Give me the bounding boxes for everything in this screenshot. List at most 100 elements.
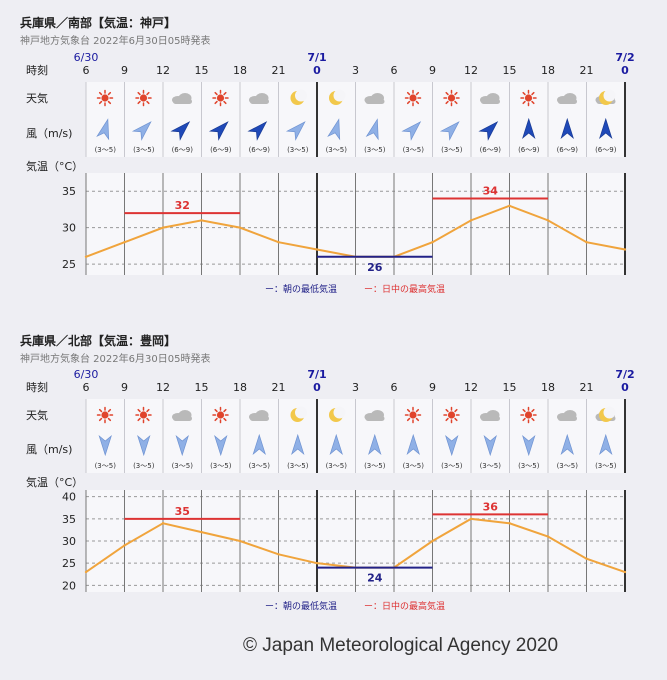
hour-label: 9 — [429, 64, 436, 77]
cloud-icon — [557, 410, 577, 421]
temperature-point — [238, 226, 242, 229]
wind-speed-label: (6〜9) — [480, 146, 502, 154]
moon-icon — [599, 89, 616, 105]
temperature-point — [161, 522, 165, 525]
wind-arrow-shape — [560, 117, 574, 140]
temperature-point — [123, 544, 126, 547]
hour-label: 6 — [83, 64, 90, 77]
temperature-point — [84, 255, 88, 258]
sun-core — [409, 411, 417, 419]
temperature-point — [546, 535, 550, 538]
wind-speed-label: (3〜5) — [287, 462, 309, 470]
sun-ray — [406, 408, 411, 413]
cloud-icon — [557, 93, 577, 104]
hour-label: 6 — [391, 381, 398, 394]
sun-ray — [137, 408, 141, 413]
sun-ray — [146, 100, 150, 105]
wind-arrow-shape — [599, 117, 613, 140]
hour-label: 0 — [313, 64, 321, 77]
wind-speed-label: (3〜5) — [172, 462, 194, 470]
sun-core — [447, 411, 456, 419]
wind-speed-label: (3〜5) — [403, 462, 425, 470]
sun-ray — [445, 100, 449, 105]
temperature-point — [315, 248, 319, 251]
sun-ray — [445, 417, 449, 422]
sun-core — [524, 411, 533, 419]
hour-label: 21 — [272, 64, 286, 77]
wind-arrow-shape — [98, 434, 112, 457]
cloud-icon — [249, 93, 269, 104]
temperature-point — [315, 561, 319, 565]
temperature-point — [200, 219, 203, 222]
temperature-point — [469, 517, 473, 521]
wind-arrow-shape — [560, 433, 574, 456]
wind-arrow-icon — [406, 433, 420, 456]
hour-label: 9 — [121, 64, 128, 77]
cloud-base — [481, 416, 500, 421]
wind-speed-label: (3〜5) — [249, 462, 271, 470]
temperature-point — [277, 553, 280, 556]
wind-arrow-shape — [478, 121, 499, 141]
wind-arrow-shape — [439, 121, 460, 141]
wind-speed-label: (3〜5) — [403, 146, 425, 154]
hour-label: 9 — [429, 381, 436, 394]
wind-arrow-icon — [131, 121, 152, 141]
wind-arrow-icon — [560, 433, 574, 456]
temperature-point — [161, 226, 165, 229]
row-label-wind: 風（m/s) — [26, 443, 72, 456]
hour-label: 12 — [464, 381, 478, 394]
wind-arrow-icon — [522, 117, 536, 140]
wind-arrow-icon — [439, 121, 460, 141]
sun-ray — [214, 417, 218, 422]
temperature-point — [623, 570, 627, 574]
cloud-icon — [480, 410, 500, 421]
sun-ray — [406, 91, 411, 96]
wind-arrow-shape — [522, 117, 536, 140]
sun-ray — [146, 91, 150, 96]
wind-speed-label: (3〜5) — [364, 462, 386, 470]
cloud-base — [173, 416, 192, 421]
hour-label: 3 — [352, 381, 359, 394]
sun-icon — [404, 406, 422, 424]
legend-min: ー：朝の最低気温 — [265, 600, 337, 612]
wind-arrow-shape — [599, 433, 613, 456]
sun-ray — [98, 100, 103, 105]
cloud-icon — [172, 410, 192, 421]
sun-ray — [522, 417, 526, 422]
temperature-point — [200, 530, 203, 534]
sun-ray — [415, 91, 420, 96]
sun-ray — [98, 408, 103, 413]
min-temp-label: 26 — [367, 261, 383, 274]
cloud-icon — [364, 410, 385, 421]
cloud-base — [250, 99, 269, 104]
wind-arrow-shape — [445, 434, 459, 457]
sun-core — [101, 411, 109, 419]
moon-shadow — [603, 89, 616, 102]
wind-speed-label: (6〜9) — [557, 146, 579, 154]
sun-ray — [522, 100, 526, 105]
legend-max: ー：日中の最高気温 — [364, 600, 445, 612]
y-tick-label: 30 — [62, 535, 76, 548]
wind-speed-label: (6〜9) — [518, 146, 540, 154]
row-label-weather: 天気 — [26, 408, 48, 422]
hour-label: 18 — [541, 64, 555, 77]
moon-shadow — [333, 406, 346, 419]
y-tick-label: 20 — [62, 579, 76, 592]
hour-label: 18 — [541, 381, 555, 394]
sun-ray — [107, 417, 112, 422]
wind-speed-label: (3〜5) — [326, 146, 348, 154]
sun-ray — [415, 100, 420, 105]
wind-speed-label: (3〜5) — [287, 146, 309, 154]
temp-axis-label: 気温（°C） — [26, 475, 83, 489]
wind-arrow-icon — [329, 433, 343, 456]
sun-icon — [212, 406, 229, 424]
temperature-point — [277, 241, 280, 244]
sun-ray — [137, 91, 141, 96]
sun-ray — [531, 417, 535, 422]
hour-label: 6 — [391, 64, 398, 77]
cloud-base — [365, 416, 385, 421]
wind-speed-label: (3〜5) — [557, 462, 579, 470]
cloud-base — [558, 416, 577, 421]
sun-ray — [454, 91, 458, 96]
wind-arrow-shape — [483, 434, 497, 457]
